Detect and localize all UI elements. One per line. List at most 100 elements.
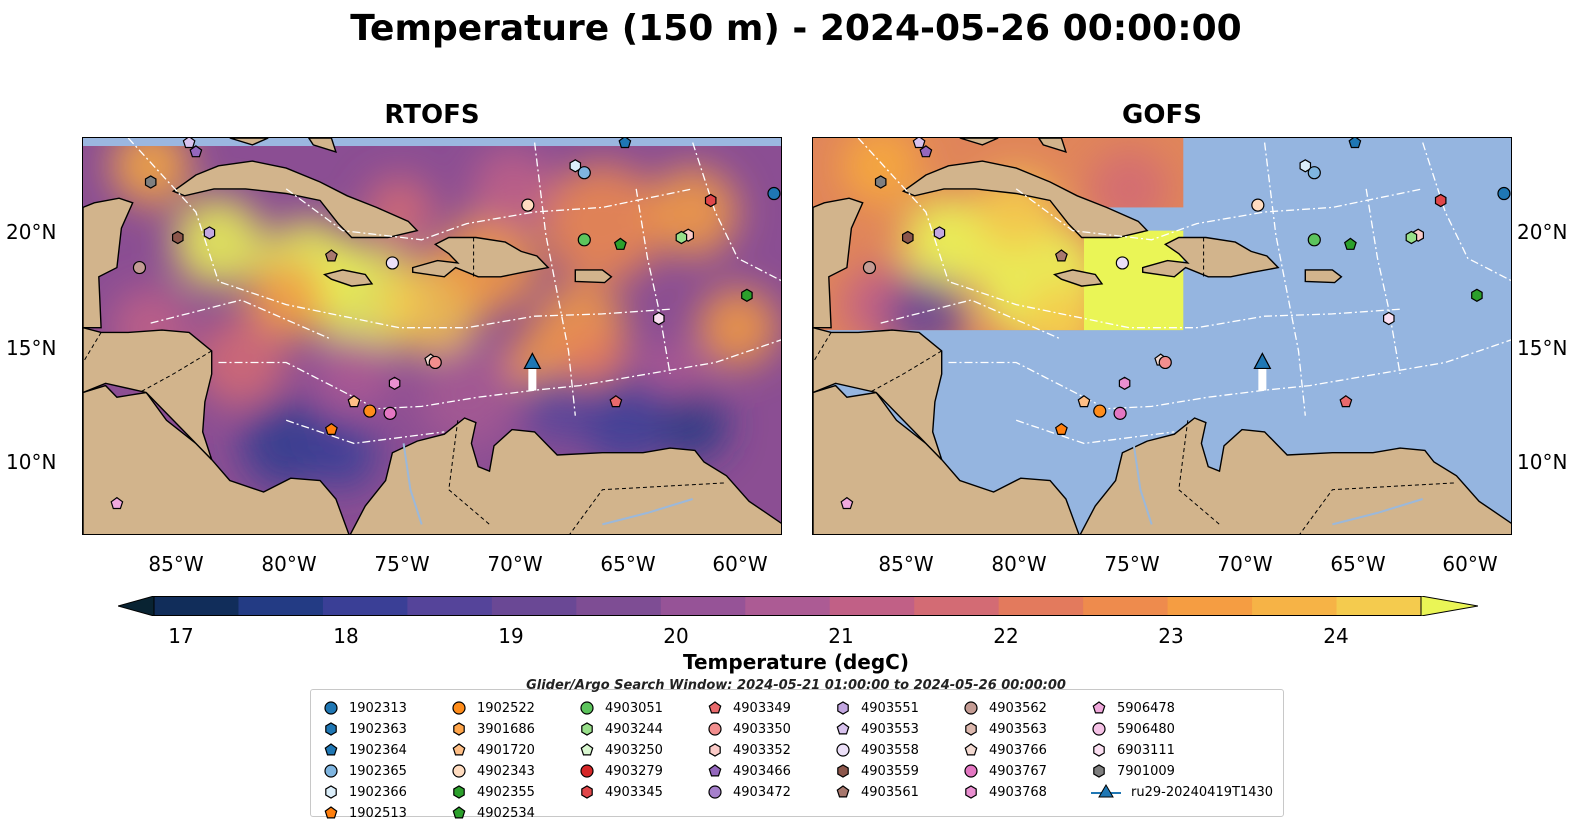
legend-marker bbox=[708, 722, 722, 736]
legend-label: 4903553 bbox=[861, 721, 919, 737]
gofs-data-block bbox=[1084, 230, 1184, 331]
legend-item: 5906478 bbox=[1091, 698, 1175, 718]
legend-label: 6903111 bbox=[1117, 742, 1175, 758]
float-4903345 bbox=[704, 193, 717, 208]
colorbar-bin bbox=[829, 596, 915, 616]
legend-marker bbox=[708, 785, 722, 799]
legend-label: 4903768 bbox=[989, 784, 1047, 800]
legend-item: 4902343 bbox=[451, 761, 535, 781]
legend-label: 1902364 bbox=[349, 742, 407, 758]
float-4903345 bbox=[1434, 193, 1447, 208]
colorbar-bin bbox=[238, 596, 324, 616]
legend-marker bbox=[1092, 722, 1106, 736]
gofs-panel-title: GOFS bbox=[1122, 100, 1202, 130]
legend-marker bbox=[452, 764, 466, 778]
legend-marker bbox=[324, 806, 338, 819]
legend-item: 4903350 bbox=[707, 719, 791, 739]
float-5906478 bbox=[110, 496, 124, 510]
colorbar-bin bbox=[1167, 596, 1253, 616]
legend-marker-icon bbox=[324, 806, 338, 819]
legend-item: 4903244 bbox=[579, 719, 663, 739]
legend-item: 6903111 bbox=[1091, 740, 1175, 760]
colorbar-bin bbox=[745, 596, 831, 616]
legend-label: 4903051 bbox=[605, 700, 663, 716]
float-4903350 bbox=[428, 355, 442, 370]
colorbar-tick: 17 bbox=[168, 624, 194, 648]
legend-marker bbox=[452, 806, 466, 819]
legend-label: 4903551 bbox=[861, 700, 919, 716]
legend-label: 4903561 bbox=[861, 784, 919, 800]
legend-marker-icon bbox=[452, 806, 466, 819]
colorbar-bin bbox=[576, 596, 662, 616]
float-4902343 bbox=[521, 198, 535, 212]
river bbox=[1332, 498, 1423, 526]
float-1902313 bbox=[1497, 186, 1511, 201]
gofs-map[interactable] bbox=[812, 137, 1512, 535]
float-4903051 bbox=[577, 233, 591, 247]
float-1902364 bbox=[1348, 138, 1362, 149]
legend-marker-icon bbox=[964, 764, 978, 778]
legend-marker-icon bbox=[580, 764, 594, 778]
lat-tick-right: 20°N bbox=[1517, 220, 1568, 244]
legend-marker bbox=[325, 785, 337, 799]
legend-marker bbox=[964, 764, 978, 778]
float-4903561 bbox=[324, 249, 338, 262]
cuba-land bbox=[171, 160, 419, 239]
legend-marker-icon bbox=[1092, 722, 1106, 736]
lon-tick: 70°W bbox=[1217, 552, 1273, 576]
rtofs-map[interactable] bbox=[82, 137, 782, 535]
float-4901720 bbox=[347, 395, 361, 408]
legend-marker-icon bbox=[452, 764, 466, 778]
search-window-text: Glider/Argo Search Window: 2024-05-21 01… bbox=[526, 678, 1066, 693]
legend-marker bbox=[1093, 743, 1105, 757]
legend-marker bbox=[580, 701, 594, 715]
float-4903466 bbox=[189, 145, 203, 158]
eez-boundary bbox=[948, 339, 1511, 410]
eez-boundary bbox=[1015, 188, 1423, 241]
lon-tick: 60°W bbox=[712, 552, 768, 576]
legend-item: 1902313 bbox=[323, 698, 407, 718]
colorbar-tick: 18 bbox=[333, 624, 359, 648]
legend-marker-icon bbox=[836, 785, 850, 798]
lon-tick: 60°W bbox=[1442, 552, 1498, 576]
lon-tick: 80°W bbox=[991, 552, 1047, 576]
float-4902343 bbox=[1251, 198, 1265, 212]
country-border bbox=[813, 332, 832, 363]
colorbar-tick: 24 bbox=[1323, 624, 1349, 648]
float-6903111 bbox=[1383, 311, 1395, 326]
lon-tick: 75°W bbox=[374, 552, 430, 576]
legend-item: ru29-20240419T1430 bbox=[1091, 782, 1273, 802]
legend-label: 1902363 bbox=[349, 721, 407, 737]
rtofs-panel-title: RTOFS bbox=[384, 100, 480, 130]
legend-item: 4902355 bbox=[451, 782, 535, 802]
hispaniola-land bbox=[412, 236, 550, 278]
float-4901720 bbox=[1077, 395, 1091, 408]
float-1902364 bbox=[618, 138, 632, 149]
legend-marker-icon bbox=[837, 764, 849, 778]
page-title: Temperature (150 m) - 2024-05-26 00:00:0… bbox=[350, 8, 1242, 49]
legend-item: 4903766 bbox=[963, 740, 1047, 760]
float-4903768 bbox=[1118, 376, 1131, 390]
legend-marker bbox=[324, 701, 338, 715]
legend-marker-icon bbox=[453, 785, 465, 799]
lon-tick: 80°W bbox=[261, 552, 317, 576]
legend-item: 1902365 bbox=[323, 761, 407, 781]
legend-item: 4903345 bbox=[579, 782, 663, 802]
legend-label: ru29-20240419T1430 bbox=[1131, 784, 1274, 800]
colorbar-bin bbox=[1252, 596, 1338, 616]
bahamas-land bbox=[1037, 138, 1067, 153]
eez-boundary bbox=[285, 188, 693, 241]
legend-marker bbox=[836, 785, 850, 798]
lon-tick: 85°W bbox=[148, 552, 204, 576]
colorbar-bin bbox=[322, 596, 408, 616]
colorbar-label: Temperature (degC) bbox=[683, 650, 909, 674]
legend-marker-icon bbox=[325, 722, 337, 736]
float-1902513 bbox=[1054, 422, 1068, 435]
country-border bbox=[83, 332, 102, 363]
float-1902522 bbox=[363, 404, 377, 418]
legend-item: 4903466 bbox=[707, 761, 791, 781]
legend-item: 7901009 bbox=[1091, 761, 1175, 781]
legend-item: 1902364 bbox=[323, 740, 407, 760]
hispaniola-land bbox=[1142, 236, 1280, 278]
eez-boundary bbox=[635, 188, 671, 375]
